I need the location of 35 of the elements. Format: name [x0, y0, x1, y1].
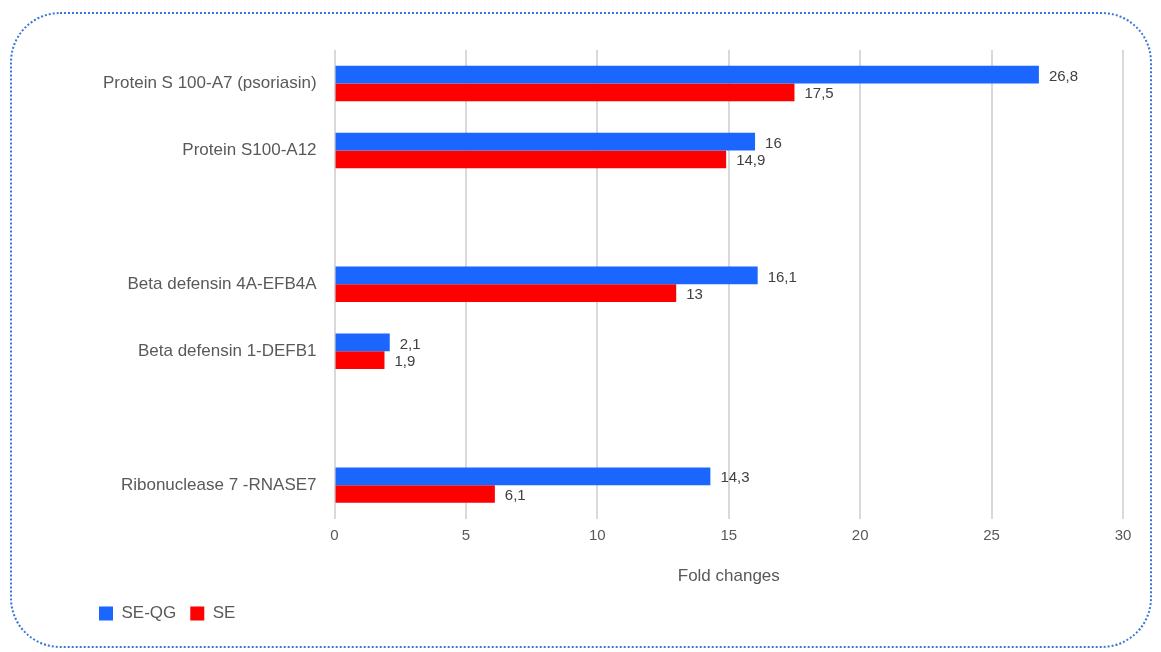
- data-label: 13: [686, 285, 703, 303]
- x-tick-label: 25: [983, 525, 1000, 543]
- bar: [335, 467, 711, 486]
- x-tick-label: 5: [461, 525, 471, 543]
- data-label: 14,3: [720, 468, 750, 486]
- y-tick-label: Protein S100-A12: [182, 140, 317, 160]
- bar: [335, 333, 390, 352]
- bar: [335, 132, 756, 151]
- legend-label: SE: [212, 603, 236, 623]
- x-tick-label: 10: [589, 525, 606, 543]
- y-tick-label: Protein S 100-A7 (psoriasin): [103, 73, 317, 93]
- data-label: 14,9: [736, 151, 766, 169]
- data-label: 1,9: [394, 352, 416, 370]
- x-tick-label: 0: [330, 525, 339, 543]
- legend-label: SE-QG: [121, 603, 177, 623]
- bar: [335, 485, 495, 503]
- data-label: 6,1: [504, 486, 526, 504]
- data-label: 16,1: [767, 267, 797, 285]
- data-label: 17,5: [804, 84, 834, 102]
- bar: [335, 65, 1039, 84]
- x-tick-label: 20: [851, 525, 869, 543]
- bar: [335, 284, 677, 303]
- data-label: 26,8: [1048, 66, 1079, 84]
- y-tick-label: Ribonuclease 7 -RNASE7: [120, 474, 317, 494]
- bar: [335, 351, 385, 369]
- bar: [335, 266, 758, 285]
- x-axis-title: Fold changes: [677, 566, 780, 586]
- y-tick-label: Beta defensin 1-DEFB1: [137, 340, 317, 360]
- data-label: 2,1: [399, 334, 421, 352]
- y-tick-label: Beta defensin 4A-EFB4A: [127, 273, 318, 293]
- bar: [335, 150, 727, 169]
- x-tick-label: 30: [1114, 525, 1132, 543]
- data-label: 16: [765, 133, 782, 151]
- bar: [335, 83, 795, 102]
- x-tick-label: 15: [720, 525, 738, 543]
